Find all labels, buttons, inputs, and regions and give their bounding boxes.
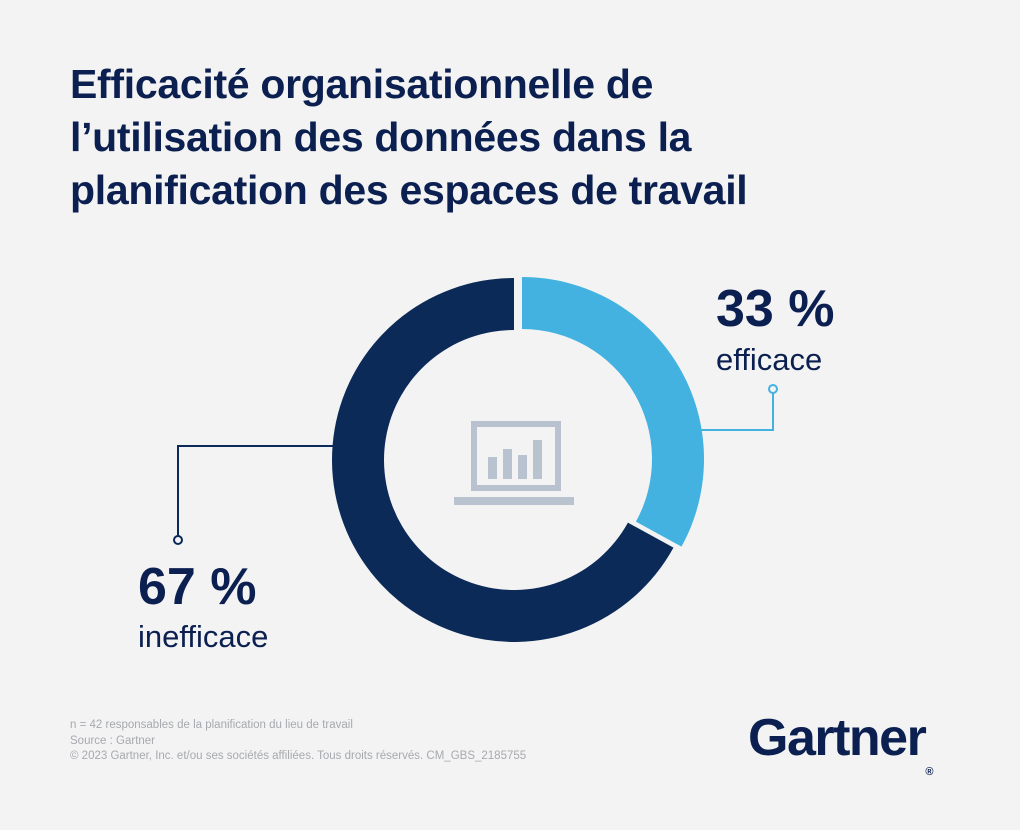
title-line: planification des espaces de travail (70, 167, 748, 213)
registered-mark: ® (925, 766, 934, 778)
page-title: Efficacité organisationnelle de l’utilis… (70, 58, 970, 217)
donut-slices (332, 277, 705, 642)
source-note: Source : Gartner (70, 734, 156, 747)
footer-notes: n = 42 responsables de la planification … (70, 718, 526, 765)
title-line: Efficacité organisationnelle de (70, 61, 654, 107)
slice-name-label-inefficace: inefficace (138, 619, 269, 654)
slice-name-label-efficace: efficace (716, 342, 823, 377)
title-line: l’utilisation des données dans la (70, 114, 692, 160)
sample-note: n = 42 responsables de la planification … (70, 719, 353, 731)
callout-line-inefficace (177, 445, 336, 536)
laptop-chart-icon (454, 421, 574, 505)
callout-lines (173, 384, 778, 545)
slice-value-label-efficace: 33 % (716, 280, 835, 338)
gartner-logo: Gartner® (748, 706, 933, 778)
slice-value-label-inefficace: 67 % (138, 558, 257, 616)
donut-slice-inefficace (332, 278, 674, 642)
copyright-note: © 2023 Gartner, Inc. et/ou ses sociétés … (70, 750, 527, 762)
callout-line-efficace (700, 393, 774, 431)
callout-dot-inefficace (173, 535, 183, 545)
callout-dot-efficace (768, 384, 778, 394)
logo-text: Gartner (748, 709, 927, 767)
donut-slice-efficace (522, 277, 705, 547)
